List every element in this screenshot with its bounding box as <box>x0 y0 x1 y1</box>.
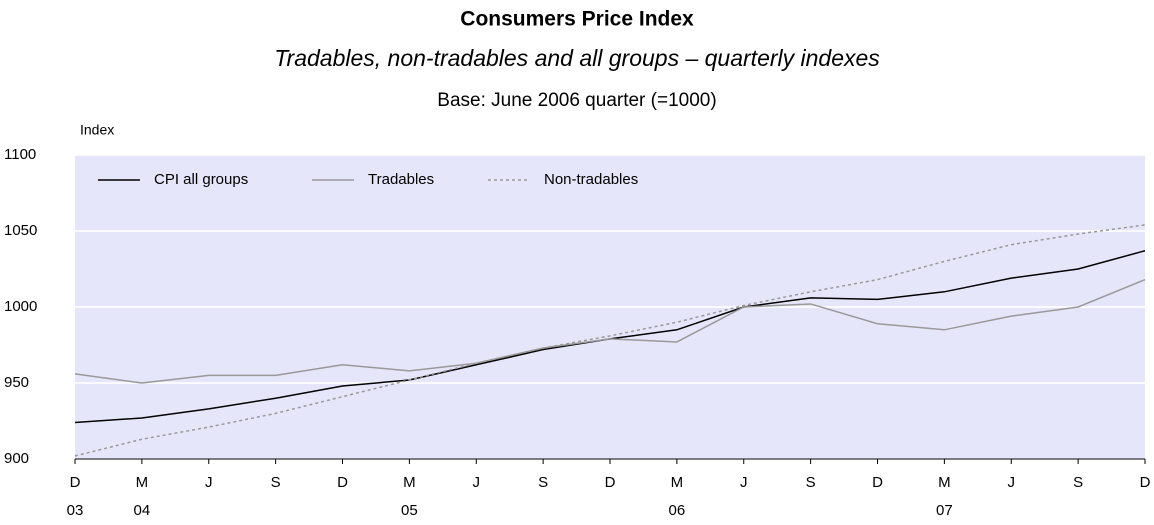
chart-subtitle: Tradables, non-tradables and all groups … <box>274 45 880 71</box>
x-year-label: 07 <box>936 502 953 519</box>
chart-title: Consumers Price Index <box>460 8 694 31</box>
x-tick-label: D <box>337 474 348 491</box>
x-year-label: 04 <box>134 502 151 519</box>
x-year-label: 05 <box>401 502 418 519</box>
x-tick-label: S <box>806 474 816 491</box>
x-tick-label: M <box>403 474 416 491</box>
x-tick-label: J <box>205 474 213 491</box>
legend-label: Non-tradables <box>544 171 638 188</box>
x-tick-label: D <box>1140 474 1151 491</box>
x-tick-label: S <box>271 474 281 491</box>
x-year-label: 06 <box>669 502 686 519</box>
series-line <box>74 224 1146 457</box>
y-tick-label: 1100 <box>4 146 36 163</box>
x-tick-label: D <box>605 474 616 491</box>
series-line <box>74 278 1146 384</box>
y-tick-label: 1050 <box>4 222 37 239</box>
y-axis-label: Index <box>80 122 114 138</box>
x-year-label: 03 <box>67 502 84 519</box>
x-tick-label: M <box>938 474 951 491</box>
y-tick-label: 1000 <box>4 298 37 315</box>
x-tick-label: M <box>671 474 684 491</box>
legend-label: CPI all groups <box>154 171 248 188</box>
y-tick-label: 950 <box>4 374 29 391</box>
x-tick-label: J <box>740 474 748 491</box>
x-tick-label: S <box>1073 474 1083 491</box>
x-tick-label: J <box>1008 474 1016 491</box>
y-tick-label: 900 <box>4 450 29 467</box>
chart-note: Base: June 2006 quarter (=1000) <box>437 90 716 111</box>
x-tick-label: M <box>136 474 149 491</box>
x-tick-label: S <box>538 474 548 491</box>
x-tick-label: J <box>473 474 481 491</box>
legend-label: Tradables <box>368 171 434 188</box>
x-tick-label: D <box>872 474 883 491</box>
x-tick-label: D <box>70 474 81 491</box>
